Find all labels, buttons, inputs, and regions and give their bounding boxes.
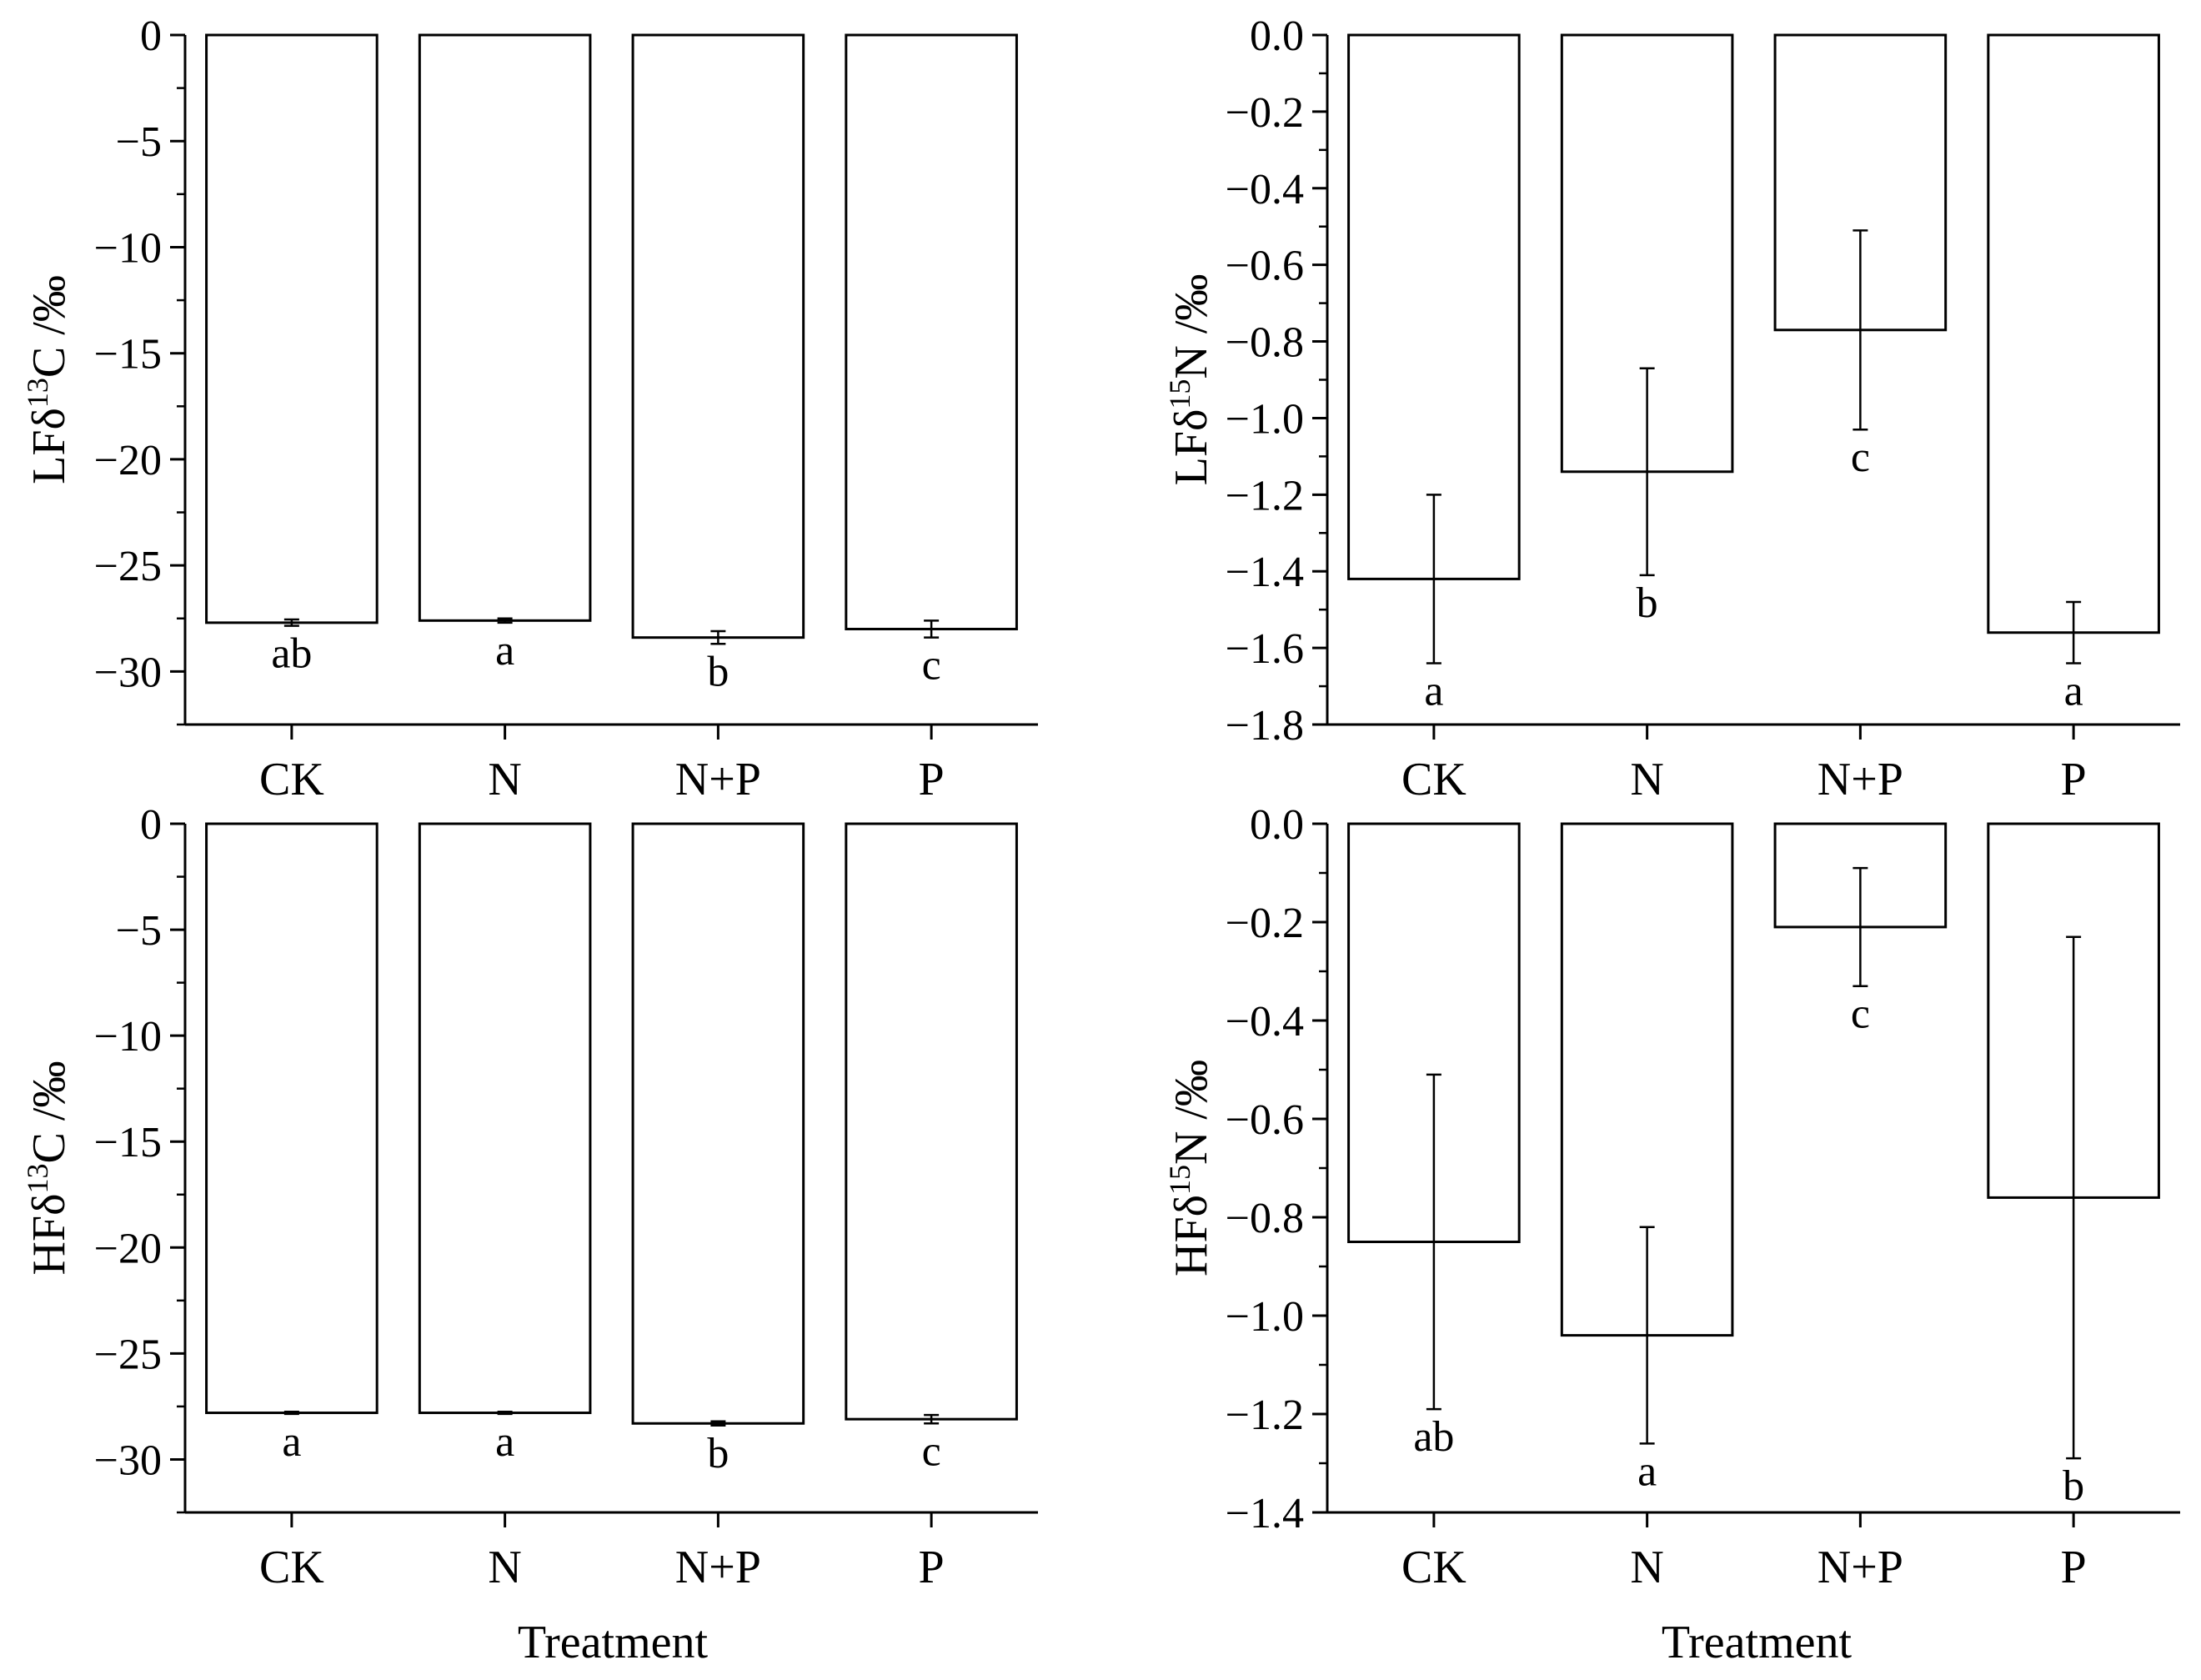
y-tick-label-7: −1.4 xyxy=(1226,549,1304,596)
y-tick-label-6: −1.2 xyxy=(1226,472,1304,519)
y-tick-label-5: −25 xyxy=(94,1331,162,1378)
y-tick-label-1: −5 xyxy=(116,907,162,955)
bar-3 xyxy=(1987,33,2160,634)
y-tick-label-6: −1.2 xyxy=(1226,1392,1304,1439)
y-axis-title-mass: 15 xyxy=(1163,379,1196,409)
y-axis-title-element: N /‰ xyxy=(1166,274,1217,379)
significance-letter-0: a xyxy=(1424,667,1443,715)
category-label-0: CK xyxy=(259,1542,324,1593)
y-axis-title: HFδ15N /‰ xyxy=(1163,1060,1217,1276)
y-tick-label-4: −20 xyxy=(94,437,162,484)
y-tick-label-0: 0.0 xyxy=(1250,801,1304,849)
significance-letter-1: a xyxy=(495,627,514,675)
category-label-1: N xyxy=(1630,754,1663,805)
y-tick-label-0: 0 xyxy=(140,13,162,60)
x-axis-title-left: Treatment xyxy=(518,1617,709,1668)
bar-2 xyxy=(631,822,805,1425)
bar-3 xyxy=(845,33,1018,630)
category-label-0: CK xyxy=(259,754,324,805)
y-tick-label-3: −0.6 xyxy=(1226,243,1304,290)
y-axis-title-element: N /‰ xyxy=(1166,1060,1217,1165)
significance-letter-0: ab xyxy=(271,630,312,678)
significance-letter-3: b xyxy=(2063,1462,2084,1510)
panel-hf-d15n: ab CK aNc N+P bP 0.0 −0.2 −0.4 −0.6 −0.8 −1.0 −1.2 −… xyxy=(1163,801,2180,1593)
y-axis-title-mass: 13 xyxy=(21,1163,54,1193)
category-label-0: CK xyxy=(1401,1542,1466,1593)
y-axis-title-mass: 13 xyxy=(21,378,54,408)
y-tick-label-4: −0.8 xyxy=(1226,1195,1304,1242)
significance-letter-2: b xyxy=(707,648,729,695)
significance-letter-3: c xyxy=(922,642,941,690)
y-axis-title-prefix: HFδ xyxy=(23,1193,75,1275)
panel-lf-d13c: ab CK a Nb N+P c P 0 −5 −10 −15 −20 −25 −30 LFδ13C /‰ xyxy=(21,13,1038,805)
panel-lf-d15n: aCKbNcN+PaP0.0−0.2−0.4−0.6−0.8−1.0−1.2−1… xyxy=(1163,13,2180,805)
y-tick-label-3: −15 xyxy=(94,1119,162,1166)
bar-1 xyxy=(418,822,592,1415)
y-axis-title: LFδ15N /‰ xyxy=(1163,274,1217,486)
y-tick-label-1: −0.2 xyxy=(1226,89,1304,137)
y-tick-label-5: −25 xyxy=(94,543,162,590)
significance-letter-3: c xyxy=(922,1427,941,1475)
y-tick-label-6: −30 xyxy=(94,1437,162,1484)
y-tick-label-9: −1.8 xyxy=(1226,702,1304,750)
y-tick-label-4: −0.8 xyxy=(1226,319,1304,367)
y-tick-label-3: −0.6 xyxy=(1226,1096,1304,1144)
category-label-1: N xyxy=(1630,1542,1663,1593)
category-label-2: N+P xyxy=(1817,1542,1903,1593)
y-axis-title-prefix: LFδ xyxy=(1166,409,1217,486)
y-tick-label-0: 0 xyxy=(140,801,162,849)
category-label-1: N xyxy=(488,1542,521,1593)
significance-letter-0: ab xyxy=(1413,1413,1454,1461)
category-label-3: P xyxy=(2061,1542,2087,1593)
y-axis-title-element: C /‰ xyxy=(23,275,75,378)
significance-letter-2: c xyxy=(1851,434,1870,481)
category-label-3: P xyxy=(919,1542,945,1593)
category-label-3: P xyxy=(2061,754,2087,805)
category-label-3: P xyxy=(919,754,945,805)
y-tick-label-1: −0.2 xyxy=(1226,900,1304,947)
y-tick-label-2: −10 xyxy=(94,1013,162,1061)
bar-0 xyxy=(1347,33,1521,580)
y-tick-label-6: −30 xyxy=(94,649,162,696)
significance-letter-2: b xyxy=(707,1430,729,1477)
y-tick-label-3: −15 xyxy=(94,331,162,379)
y-tick-label-0: 0.0 xyxy=(1250,13,1304,60)
category-label-1: N xyxy=(488,754,521,805)
y-axis-title: LFδ13C /‰ xyxy=(21,275,75,484)
category-label-2: N+P xyxy=(1817,754,1903,805)
bar-1 xyxy=(418,33,592,622)
category-label-2: N+P xyxy=(675,754,761,805)
y-tick-label-7: −1.4 xyxy=(1226,1490,1304,1537)
y-tick-label-2: −10 xyxy=(94,224,162,272)
y-axis-title-mass: 15 xyxy=(1163,1165,1196,1195)
bar-3 xyxy=(845,822,1018,1421)
y-tick-label-8: −1.6 xyxy=(1226,625,1304,673)
y-tick-label-2: −0.4 xyxy=(1226,998,1304,1046)
significance-letter-1: a xyxy=(1637,1447,1657,1495)
category-label-0: CK xyxy=(1401,754,1466,805)
significance-letter-1: a xyxy=(495,1418,514,1466)
x-axis-title-right: Treatment xyxy=(1662,1617,1853,1668)
y-axis-title-prefix: LFδ xyxy=(23,408,75,484)
y-tick-label-5: −1.0 xyxy=(1226,395,1304,443)
significance-letter-0: a xyxy=(282,1418,301,1466)
bar-0 xyxy=(205,33,379,624)
bar-2 xyxy=(631,33,805,639)
y-tick-label-1: −5 xyxy=(116,118,162,166)
y-axis-title: HFδ13C /‰ xyxy=(21,1061,75,1276)
significance-letter-2: c xyxy=(1851,990,1870,1038)
significance-letter-3: a xyxy=(2064,667,2083,715)
bar-0 xyxy=(205,822,379,1415)
category-label-2: N+P xyxy=(675,1542,761,1593)
y-tick-label-4: −20 xyxy=(94,1225,162,1272)
y-axis-title-prefix: HFδ xyxy=(1166,1195,1217,1276)
y-tick-label-2: −0.4 xyxy=(1226,166,1304,213)
panel-hf-d13c: a CK a Nb N+P c P 0 −5 −10 −15 −20 −25 −30 HFδ13C /‰ xyxy=(21,801,1038,1593)
y-axis-title-element: C /‰ xyxy=(23,1061,75,1164)
significance-letter-1: b xyxy=(1637,579,1658,627)
y-tick-label-5: −1.0 xyxy=(1226,1293,1304,1341)
